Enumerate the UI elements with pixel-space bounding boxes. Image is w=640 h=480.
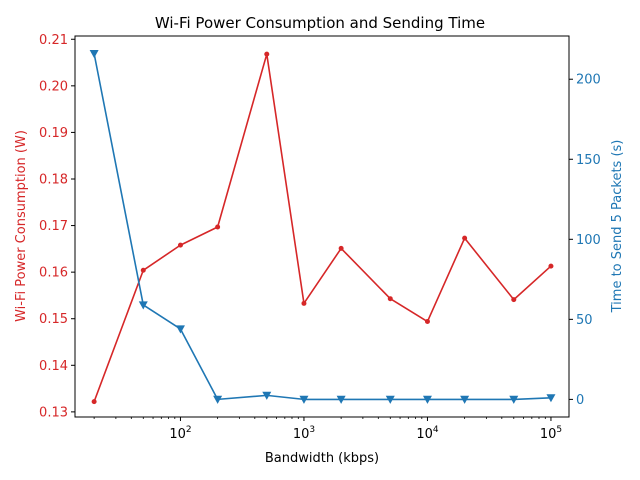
sending-time-point bbox=[89, 50, 99, 59]
right-y-axis-title: Time to Send 5 Packets (s) bbox=[610, 140, 625, 314]
right-y-tick-label: 50 bbox=[576, 313, 593, 328]
power-consumption-point bbox=[264, 51, 270, 57]
chart-title: Wi-Fi Power Consumption and Sending Time bbox=[155, 14, 485, 32]
left-y-tick-label: 0.20 bbox=[39, 79, 68, 94]
left-y-tick-label: 0.18 bbox=[39, 172, 68, 187]
left-y-tick-label: 0.16 bbox=[39, 266, 68, 281]
sending-time-point bbox=[213, 395, 223, 404]
power-consumption-point bbox=[215, 224, 221, 230]
left-y-tick-label: 0.21 bbox=[39, 33, 68, 48]
sending-time-point bbox=[546, 394, 556, 403]
right-y-tick-label: 100 bbox=[576, 233, 601, 248]
series-layer bbox=[89, 50, 556, 405]
right-y-tick-label: 0 bbox=[576, 393, 584, 408]
sending-time-point bbox=[262, 391, 272, 400]
x-tick-label: 103 bbox=[293, 425, 315, 442]
sending-time-point bbox=[138, 301, 148, 310]
power-consumption-point bbox=[462, 235, 468, 241]
power-consumption-point bbox=[424, 319, 430, 325]
power-consumption-point bbox=[387, 296, 393, 302]
x-tick-label: 104 bbox=[416, 425, 439, 442]
plot-frame bbox=[74, 35, 570, 418]
sending-time-point bbox=[509, 395, 519, 404]
sending-time-point bbox=[385, 395, 395, 404]
sending-time-point bbox=[336, 395, 346, 404]
power-consumption-point bbox=[91, 399, 97, 405]
sending-time-point bbox=[460, 395, 470, 404]
power-consumption-line bbox=[93, 53, 552, 402]
sending-time-point bbox=[175, 325, 185, 334]
left-y-tick-label: 0.15 bbox=[39, 312, 68, 327]
power-consumption-point bbox=[140, 267, 146, 273]
left-y-tick-label: 0.13 bbox=[39, 405, 68, 420]
x-axis-title: Bandwidth (kbps) bbox=[265, 451, 379, 466]
power-consumption-point bbox=[301, 300, 307, 306]
left-y-tick-label: 0.19 bbox=[39, 126, 68, 141]
left-y-tick-label: 0.17 bbox=[39, 219, 68, 234]
x-tick-label: 105 bbox=[540, 425, 562, 442]
power-consumption-point bbox=[511, 297, 517, 303]
sending-time-point bbox=[299, 395, 309, 404]
power-consumption-point bbox=[548, 263, 554, 269]
power-consumption-point bbox=[338, 245, 344, 251]
axes-layer: 102 103 104 105 0.13 0.14 0.15 0.16 0.17 0.18 0.19… bbox=[39, 33, 601, 442]
sending-time-point bbox=[422, 395, 432, 404]
right-y-tick-label: 200 bbox=[576, 73, 601, 88]
power-consumption-point bbox=[177, 242, 183, 248]
x-tick-label: 102 bbox=[169, 425, 191, 442]
right-y-tick-label: 150 bbox=[576, 153, 601, 168]
left-y-axis-title: Wi-Fi Power Consumption (W) bbox=[14, 130, 29, 322]
sending-time-line bbox=[93, 53, 551, 401]
left-y-tick-label: 0.14 bbox=[39, 359, 68, 374]
